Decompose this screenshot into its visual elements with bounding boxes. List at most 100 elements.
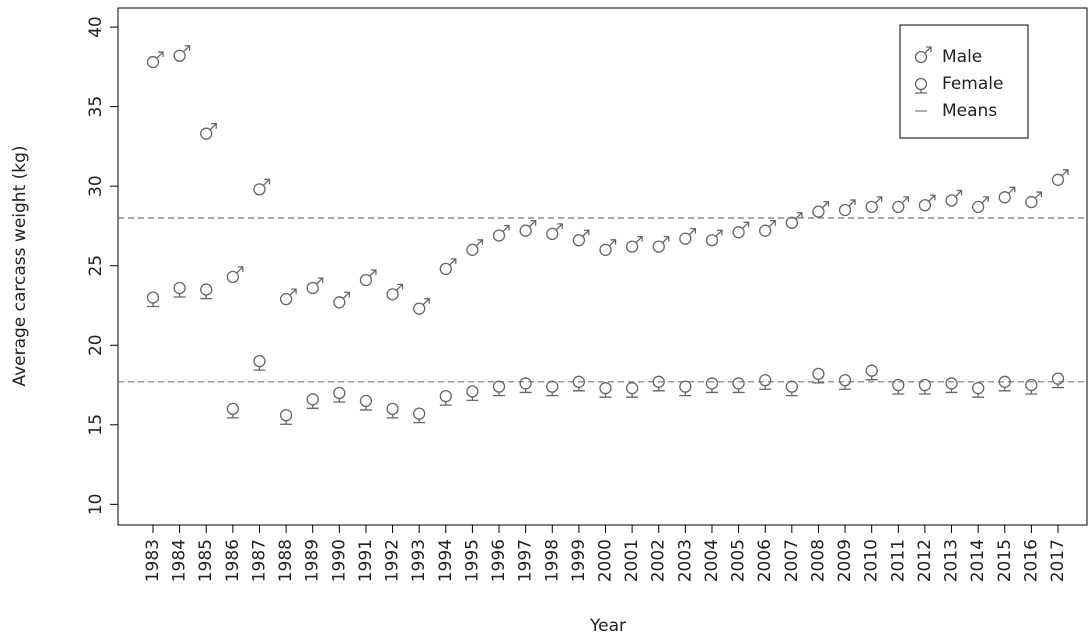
female-marker xyxy=(279,409,293,425)
x-tick-label: 1993 xyxy=(409,539,429,582)
x-tick-label: 1983 xyxy=(143,539,163,582)
marker-circle xyxy=(466,385,479,398)
marker-bar xyxy=(439,401,452,406)
female-marker xyxy=(705,377,719,394)
male-marker xyxy=(492,224,510,242)
male-marker xyxy=(519,220,537,237)
marker-arrow xyxy=(928,194,936,202)
marker-bar xyxy=(1025,390,1038,395)
male-marker xyxy=(572,229,590,247)
marker-arrow xyxy=(901,196,909,204)
marker-bar xyxy=(493,392,506,397)
marker-bar xyxy=(705,388,718,394)
marker-circle xyxy=(439,389,452,403)
x-tick-label: 1996 xyxy=(489,539,509,582)
y-axis-label: Average carcass weight (kg) xyxy=(10,145,30,386)
x-tick-label: 2011 xyxy=(888,539,908,582)
marker-arrow xyxy=(342,291,350,299)
female-marker xyxy=(892,378,905,395)
marker-arrow xyxy=(924,46,932,54)
marker-circle xyxy=(306,281,319,295)
male-marker xyxy=(413,298,430,315)
marker-circle xyxy=(1025,378,1038,392)
x-tick-label: 1992 xyxy=(383,539,403,582)
marker-bar xyxy=(679,392,692,397)
marker-arrow xyxy=(449,258,457,266)
marker-arrow xyxy=(1061,169,1069,177)
marker-circle xyxy=(519,224,532,237)
marker-bar xyxy=(306,404,319,409)
marker-bar xyxy=(972,393,985,398)
female-marker xyxy=(1025,378,1038,395)
marker-circle xyxy=(838,203,852,217)
marker-circle xyxy=(173,281,186,295)
x-tick-label: 2010 xyxy=(862,539,882,582)
female-marker xyxy=(413,407,426,424)
male-marker xyxy=(785,212,803,229)
y-tick-label: 10 xyxy=(86,493,106,515)
plot-frame xyxy=(117,7,1088,526)
marker-circle xyxy=(386,402,399,416)
marker-circle xyxy=(439,262,452,276)
marker-circle xyxy=(945,194,958,207)
marker-circle xyxy=(759,374,772,387)
x-axis-label: Year xyxy=(589,616,626,636)
marker-circle xyxy=(492,229,506,242)
marker-circle xyxy=(914,50,928,64)
male-marker xyxy=(865,196,883,213)
marker-circle xyxy=(838,374,852,387)
marker-circle xyxy=(1025,195,1038,209)
y-tick-label: 35 xyxy=(86,96,106,118)
female-marker xyxy=(306,393,319,409)
marker-arrow xyxy=(1008,186,1016,194)
marker-bar xyxy=(546,392,559,397)
male-marker xyxy=(386,283,404,301)
male-marker xyxy=(945,189,963,207)
marker-circle xyxy=(998,191,1011,204)
marker-arrow xyxy=(582,229,590,237)
male-marker xyxy=(759,220,776,237)
female-marker xyxy=(732,377,745,394)
marker-circle xyxy=(652,240,665,253)
marker-bar xyxy=(386,414,399,419)
male-marker xyxy=(599,239,617,256)
marker-bar xyxy=(280,420,293,425)
marker-arrow xyxy=(502,224,510,232)
marker-bar xyxy=(200,295,213,300)
y-tick-label: 30 xyxy=(86,175,106,197)
female-marker xyxy=(492,380,506,397)
marker-bar xyxy=(892,390,905,395)
marker-circle xyxy=(572,234,586,247)
x-tick-label: 1989 xyxy=(303,539,323,582)
male-marker xyxy=(732,221,750,239)
x-tick-label: 1995 xyxy=(462,539,482,582)
marker-bar xyxy=(759,385,772,390)
marker-arrow xyxy=(156,51,164,59)
female-marker xyxy=(998,375,1011,392)
male-marker xyxy=(1025,191,1043,209)
marker-circle xyxy=(333,386,346,400)
x-tick-label: 1997 xyxy=(516,539,536,582)
x-tick-label: 2014 xyxy=(968,539,988,582)
x-tick-label: 1991 xyxy=(356,539,376,582)
male-marker xyxy=(971,196,989,213)
x-tick-label: 1998 xyxy=(542,539,562,582)
x-tick-label: 1990 xyxy=(329,539,349,582)
male-marker xyxy=(279,288,297,306)
marker-arrow xyxy=(821,200,830,209)
female-marker xyxy=(679,380,692,397)
marker-arrow xyxy=(715,229,723,237)
x-tick-label: 2001 xyxy=(622,539,642,582)
x-tick-label: 2004 xyxy=(702,539,722,582)
x-tick-label: 2015 xyxy=(995,539,1015,582)
marker-bar xyxy=(147,303,159,308)
marker-circle xyxy=(971,382,985,395)
male-marker xyxy=(146,51,164,69)
marker-arrow xyxy=(422,298,430,306)
male-marker xyxy=(306,277,324,295)
marker-circle xyxy=(785,380,798,393)
y-tick-label: 20 xyxy=(86,334,106,356)
marker-arrow xyxy=(635,235,643,244)
marker-circle xyxy=(1051,173,1065,186)
marker-circle xyxy=(146,55,160,69)
